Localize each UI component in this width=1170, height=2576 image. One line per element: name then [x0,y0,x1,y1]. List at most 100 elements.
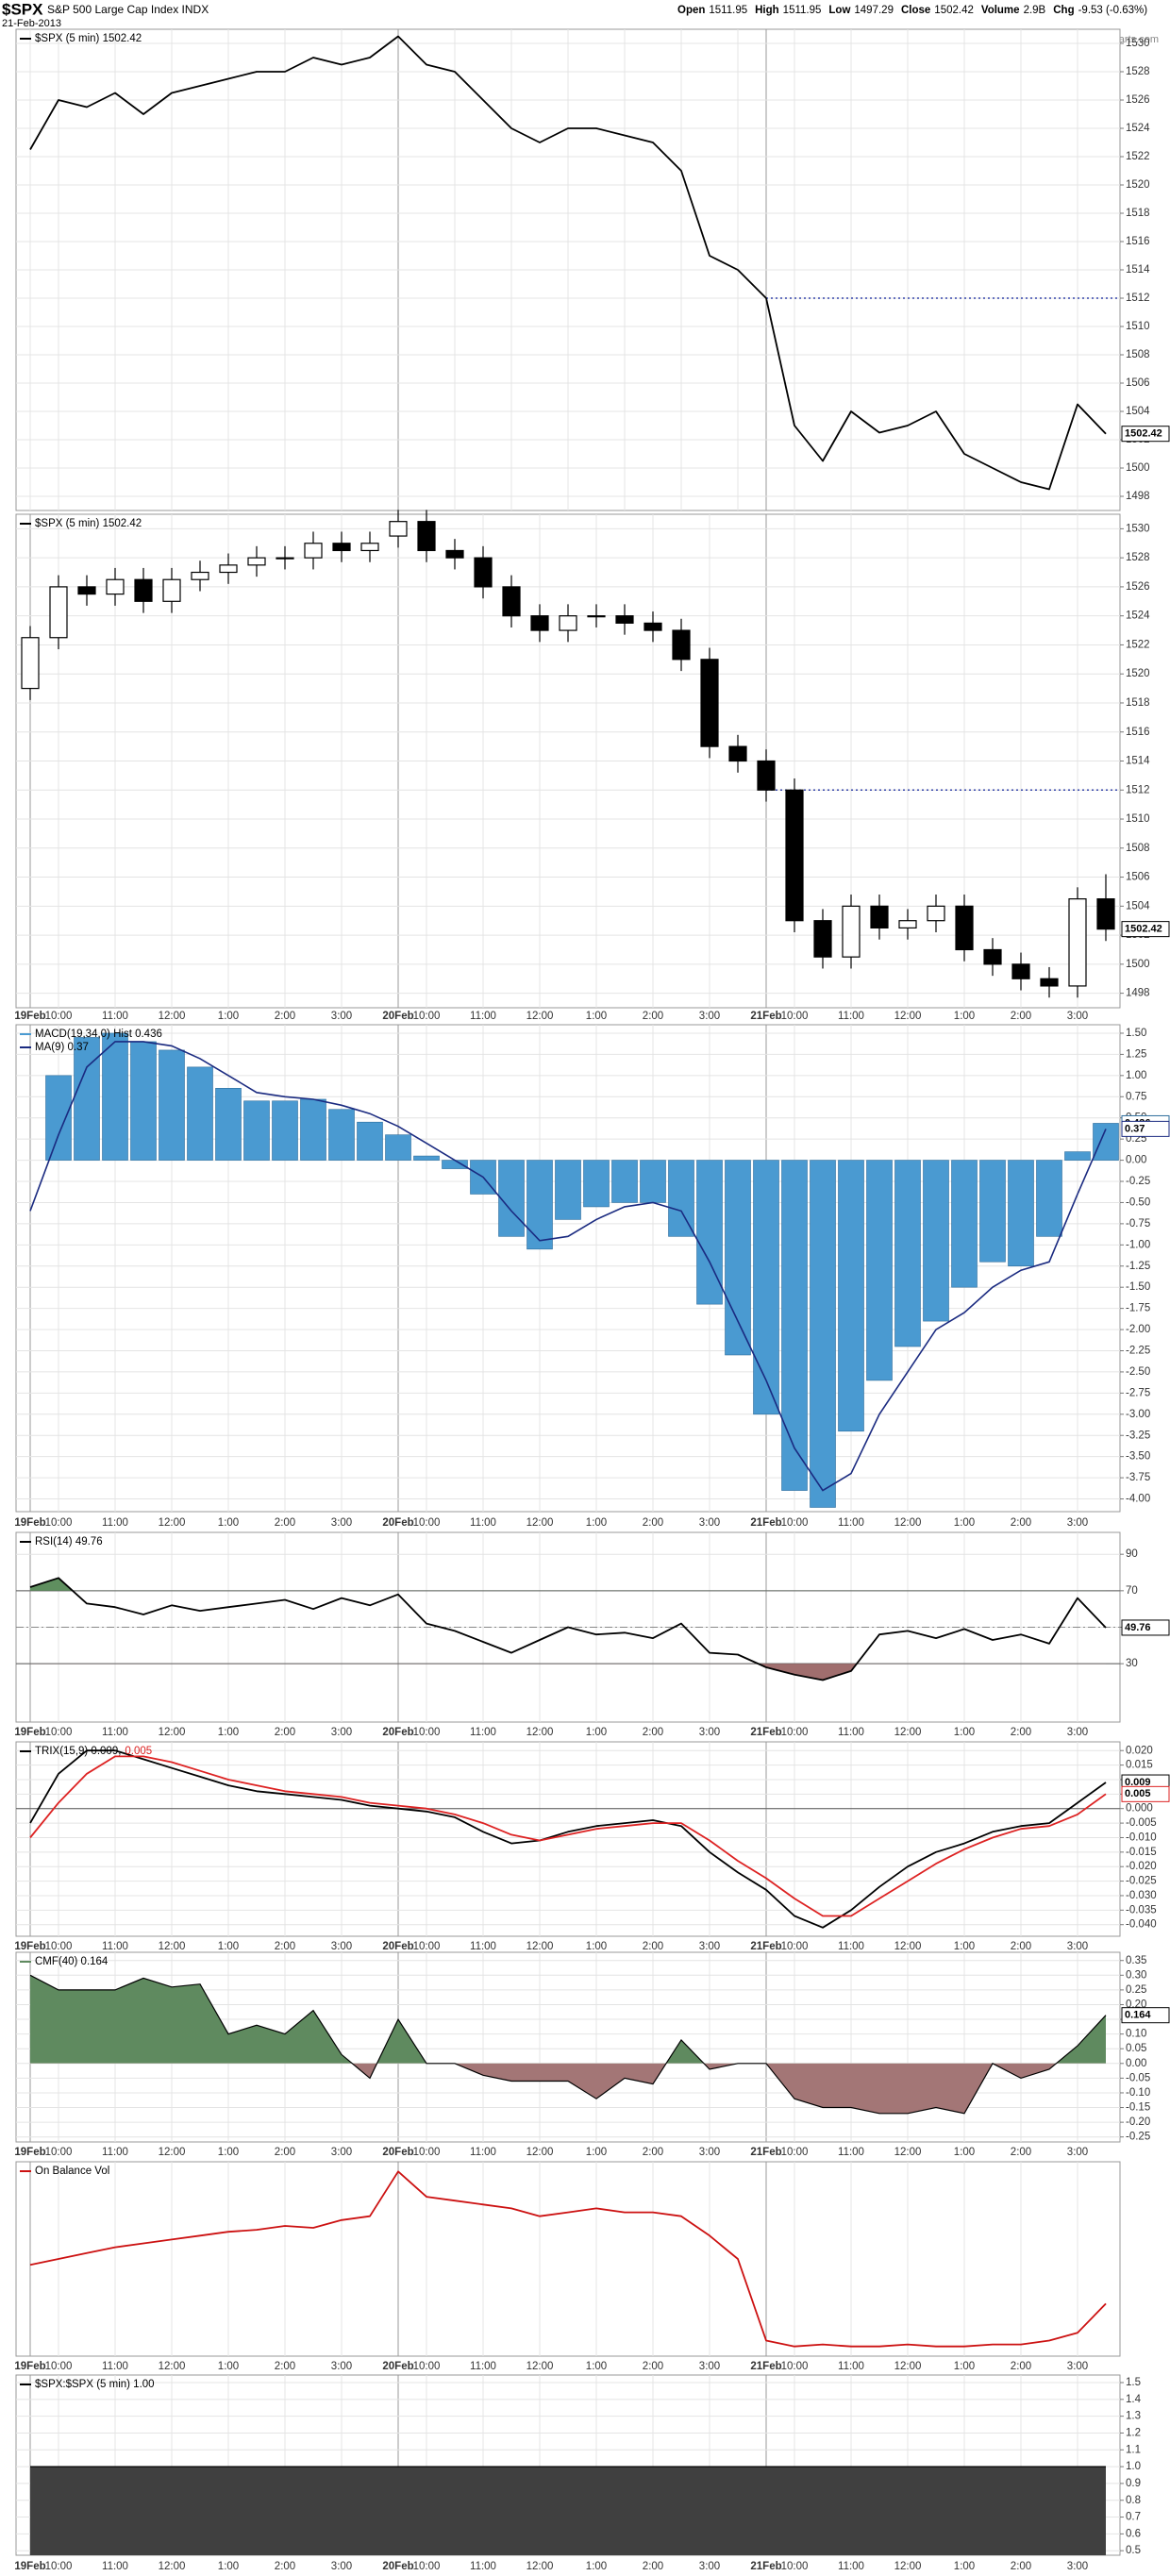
candle-body [842,905,861,958]
x-tick-label: 19Feb [14,1941,45,1952]
y-tick-label: 1.1 [1126,2444,1141,2455]
y-tick-label: -0.010 [1126,1832,1157,1843]
x-tick-label: 1:00 [954,1011,975,1022]
y-tick-label: 0.015 [1126,1760,1153,1771]
x-tick-label: 12:00 [159,2561,186,2572]
y-tick-label: 30 [1126,1658,1138,1669]
y-tick-label: 0.5 [1126,2545,1141,2556]
y-tick-label: -0.030 [1126,1890,1157,1901]
x-tick-label: 19Feb [14,1727,45,1738]
y-tick-label: 1.2 [1126,2428,1141,2439]
x-tick-label: 3:00 [331,1941,352,1952]
x-tick-label: 2:00 [643,1727,663,1738]
x-tick-label: 11:00 [470,2561,496,2572]
x-tick-label: 1:00 [586,1941,607,1952]
y-tick-label: 1.00 [1126,1070,1146,1081]
legend: TRIX(15,9) 0.009, 0.005 [35,1746,152,1757]
x-tick-label: 2:00 [1011,1941,1031,1952]
series-line [29,1577,1107,1681]
quote-label: Low [828,5,850,16]
x-tick-label: 2:00 [275,2147,295,2158]
y-tick-label: 1520 [1126,179,1150,191]
x-tick-label: 3:00 [1067,2147,1088,2158]
x-tick-label: 10:00 [781,2147,809,2158]
x-tick-label: 1:00 [218,1517,239,1529]
last-value: 0.37 [1125,1123,1145,1134]
histogram-bar [1008,1160,1034,1267]
x-tick-label: 1:00 [586,2147,607,2158]
x-tick-label: 11:00 [838,2361,864,2372]
x-tick-label: 20Feb [382,1011,413,1022]
candle-body [672,629,691,661]
x-tick-label: 1:00 [954,1517,975,1529]
x-tick-label: 3:00 [1067,2361,1088,2372]
x-tick-label: 1:00 [218,2361,239,2372]
y-tick-label: 0.9 [1126,2478,1141,2489]
histogram-bar [611,1160,638,1203]
histogram-bar [187,1066,213,1161]
x-tick-label: 2:00 [643,2561,663,2572]
last-value: 0.005 [1125,1788,1151,1799]
x-tick-label: 12:00 [894,2561,922,2572]
candle-body [1011,963,1030,979]
legend-entry: MA(9) 0.37 [35,1042,89,1053]
y-tick-label: -2.25 [1126,1346,1150,1357]
x-tick-label: 10:00 [45,1941,73,1952]
quote-value: 1502.42 [934,5,974,16]
x-tick-label: 3:00 [699,1011,720,1022]
candle-body [927,905,945,922]
y-tick-label: 0.35 [1126,1955,1146,1966]
x-tick-label: 3:00 [1067,1517,1088,1529]
x-tick-label: 1:00 [954,1727,975,1738]
candle-body [1040,978,1059,987]
candle-body [644,622,662,631]
y-tick-label: 1516 [1126,727,1150,738]
x-tick-label: 20Feb [382,2561,413,2572]
x-tick-label: 12:00 [526,2147,554,2158]
histogram-bar [894,1160,921,1347]
histogram-bar [640,1160,666,1203]
histogram-bar [979,1160,1006,1263]
x-tick-label: 12:00 [526,2361,554,2372]
last-value: 1502.42 [1125,428,1162,440]
x-tick-label: 2:00 [1011,2147,1031,2158]
y-tick-label: 1530 [1126,38,1150,49]
candle-body [813,920,832,958]
histogram-bar [668,1160,694,1237]
y-tick-label: 1530 [1126,523,1150,534]
last-value: 49.76 [1125,1622,1151,1633]
x-tick-label: 12:00 [894,1011,922,1022]
y-tick-label: 0.05 [1126,2043,1146,2054]
x-tick-label: 3:00 [331,1727,352,1738]
histogram-bar [300,1098,326,1161]
x-tick-label: 12:00 [159,2361,186,2372]
x-tick-label: 1:00 [218,1011,239,1022]
x-tick-label: 3:00 [699,2147,720,2158]
y-tick-label: 1.50 [1126,1028,1146,1039]
x-tick-label: 3:00 [699,1517,720,1529]
x-tick-label: 10:00 [781,1727,809,1738]
x-tick-label: 1:00 [218,1727,239,1738]
candle-body [587,615,606,618]
y-tick-label: 1516 [1126,236,1150,247]
legend-entry: On Balance Vol [35,2166,109,2177]
y-tick-label: -3.50 [1126,1451,1150,1463]
candle-body [728,745,747,762]
x-tick-label: 3:00 [699,1941,720,1952]
y-tick-label: 1500 [1126,959,1150,970]
y-tick-label: 1514 [1126,264,1150,276]
candle-body [502,586,521,617]
x-tick-label: 2:00 [643,2147,663,2158]
candle-body [615,615,634,624]
y-tick-label: -0.05 [1126,2072,1150,2083]
histogram-bar [357,1121,383,1161]
x-tick-label: 3:00 [699,1727,720,1738]
x-tick-label: 12:00 [159,1941,186,1952]
histogram-bar [74,1037,100,1161]
histogram-bar [328,1109,355,1161]
area [30,2467,1106,2555]
y-tick-label: 0.00 [1126,2058,1146,2069]
x-tick-label: 3:00 [331,1011,352,1022]
last-value-box [1121,1120,1170,1137]
x-tick-label: 10:00 [45,1517,73,1529]
